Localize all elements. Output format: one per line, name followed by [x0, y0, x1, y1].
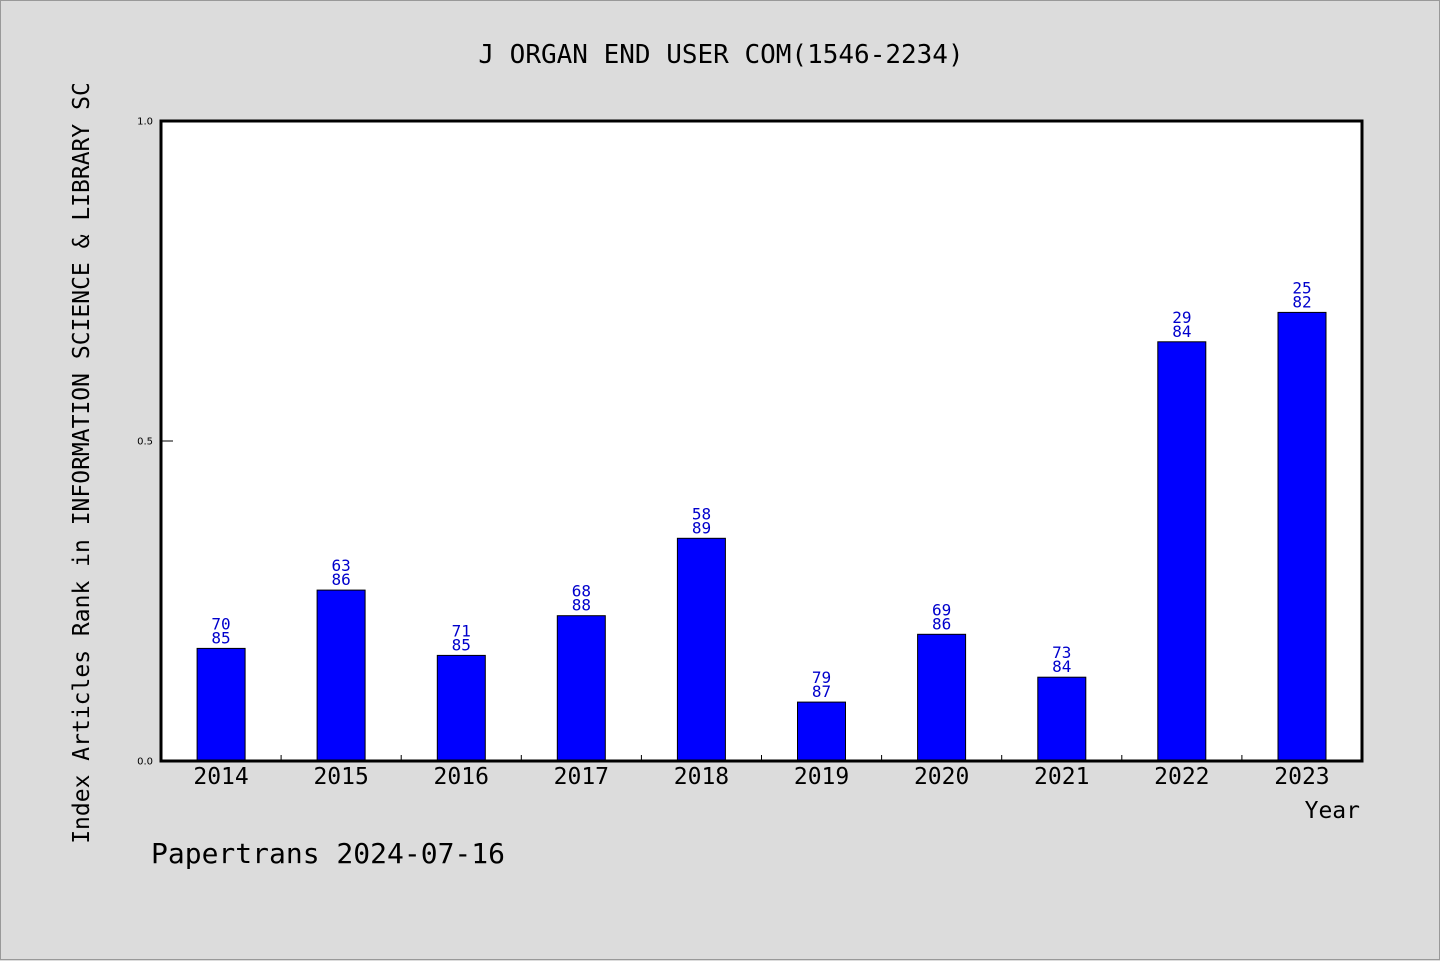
bar-2016 [436, 654, 486, 762]
bar-rank-label-2022: 29 [1172, 308, 1191, 327]
y-tick-label: 0.0 [137, 757, 153, 768]
bar-2015 [316, 589, 366, 762]
bar-total-label-2016: 85 [452, 635, 471, 654]
bar-total-label-2018: 89 [692, 518, 711, 537]
bar-rank-label-2019: 79 [812, 668, 831, 687]
bar-rank-label-2018: 58 [692, 504, 711, 523]
footer-credit: Papertrans 2024-07-16 [151, 837, 505, 870]
bar-rank-label-2014: 70 [211, 614, 230, 633]
chart-title: J ORGAN END USER COM(1546-2234) [478, 40, 963, 70]
bar-2014 [196, 647, 246, 762]
bar-2018 [676, 537, 726, 762]
x-tick-label-2021: 2021 [1034, 764, 1089, 790]
bar-rank-label-2020: 69 [932, 600, 951, 619]
bar-2017 [556, 615, 606, 762]
bar-total-label-2021: 84 [1052, 657, 1071, 676]
bar-2023 [1277, 311, 1327, 762]
bar-rank-label-2023: 25 [1292, 278, 1311, 297]
x-tick-label-2022: 2022 [1154, 764, 1209, 790]
x-axis-label: Year [1305, 798, 1360, 824]
bar-total-label-2022: 84 [1172, 322, 1191, 341]
y-tick-label: 0.5 [137, 437, 153, 448]
bar-2021 [1037, 676, 1087, 762]
x-tick-label-2020: 2020 [914, 764, 969, 790]
bar-total-label-2023: 82 [1292, 292, 1311, 311]
bar-rank-label-2015: 63 [332, 556, 351, 575]
bar-2022 [1157, 341, 1207, 762]
x-tick-label-2015: 2015 [313, 764, 368, 790]
x-tick-label-2017: 2017 [554, 764, 609, 790]
y-tick-label: 1.0 [137, 117, 153, 128]
x-tick-label-2016: 2016 [434, 764, 489, 790]
x-tick-label-2023: 2023 [1274, 764, 1329, 790]
bar-total-label-2019: 87 [812, 682, 831, 701]
x-tick-label-2014: 2014 [193, 764, 248, 790]
x-tick-label-2019: 2019 [794, 764, 849, 790]
bar-rank-label-2017: 68 [572, 582, 591, 601]
bar-total-label-2015: 86 [332, 570, 351, 589]
bar-rank-label-2021: 73 [1052, 643, 1071, 662]
axis-ticks: 2014 2015 2016 2017 2018 2019 2020 2021 2022 2023… [137, 117, 1330, 791]
bar-2020 [917, 633, 967, 762]
x-tick-label-2018: 2018 [674, 764, 729, 790]
bar-total-label-2017: 88 [572, 596, 591, 615]
bar-2019 [797, 701, 846, 762]
bar-total-label-2014: 85 [211, 628, 230, 647]
bar-rank-label-2016: 71 [452, 621, 471, 640]
y-axis-label: Index Articles Rank in INFORMATION SCIEN… [69, 82, 95, 844]
bar-total-label-2020: 86 [932, 614, 951, 633]
